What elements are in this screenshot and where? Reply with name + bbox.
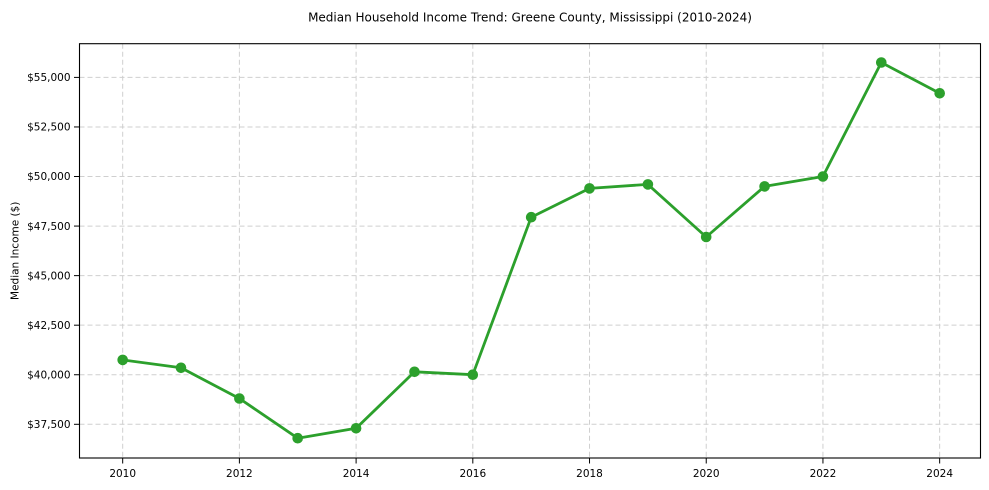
data-point-2013: [292, 432, 304, 444]
y-tick-label-37500: $37,500: [27, 419, 70, 431]
chart-title: Median Household Income Trend: Greene Co…: [308, 11, 752, 25]
y-tick-label-52500: $52,500: [27, 122, 70, 134]
data-point-2018: [584, 183, 595, 194]
x-tick-label-2016: 2016: [459, 468, 486, 480]
data-point-2021: [759, 181, 770, 192]
data-point-2015: [409, 366, 420, 378]
data-point-2020: [700, 231, 712, 243]
data-point-2011: [175, 362, 187, 374]
data-point-2022: [817, 171, 829, 182]
gridlines: [79, 43, 981, 458]
data-point-2014: [350, 423, 362, 434]
x-tick-label-2020: 2020: [693, 468, 720, 480]
data-point-2017: [525, 211, 537, 223]
x-tick-label-2024: 2024: [926, 468, 953, 480]
y-tick-label-50000: $50,000: [27, 171, 70, 183]
axis-ticks: $37,500 $40,000 $42,500 $45,000 $47,500 $50,0…: [27, 72, 953, 480]
y-tick-label-45000: $45,000: [27, 270, 70, 282]
plot-area-border: [78, 43, 982, 459]
data-point-2019: [642, 179, 654, 190]
x-tick-label-2010: 2010: [109, 468, 136, 480]
y-tick-label-47500: $47,500: [27, 221, 70, 233]
x-tick-label-2014: 2014: [343, 468, 370, 480]
y-axis-label: Median Income ($): [10, 202, 22, 300]
data-point-2010: [117, 354, 128, 366]
data-point-2024: [934, 88, 945, 99]
data-point-2023: [876, 57, 887, 68]
income-trend-series: [117, 57, 945, 444]
y-tick-label-42500: $42,500: [27, 320, 70, 332]
y-tick-label-55000: $55,000: [27, 72, 70, 84]
x-tick-label-2012: 2012: [226, 468, 253, 480]
y-tick-label-40000: $40,000: [27, 369, 70, 381]
data-point-2012: [234, 393, 245, 404]
x-tick-label-2022: 2022: [810, 468, 837, 480]
x-tick-label-2018: 2018: [576, 468, 603, 480]
data-point-2016: [467, 369, 479, 381]
